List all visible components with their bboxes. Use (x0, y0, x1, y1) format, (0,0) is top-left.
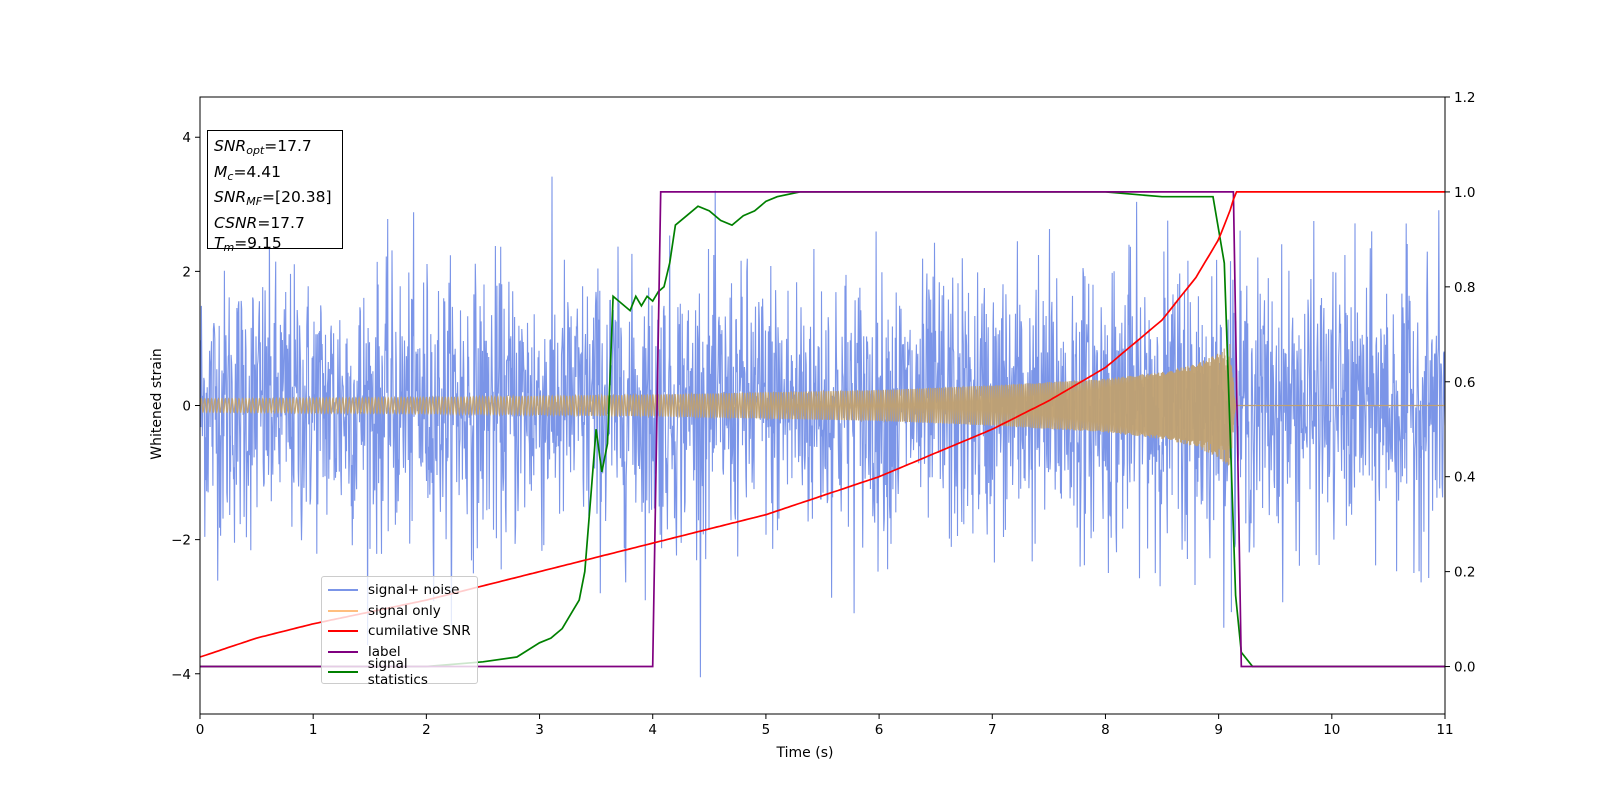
x-tick-label: 5 (762, 722, 771, 738)
legend-entry-cumulative-snr: cumilative SNR (328, 621, 471, 642)
x-tick-label: 9 (1214, 722, 1223, 738)
y-left-tick-label: −4 (171, 667, 191, 683)
x-tick-label: 2 (422, 722, 431, 738)
parameters-annotation-box: SNRopt=17.7 Mc=4.41 SNRMF=[20.38] CSNR=1… (207, 130, 343, 254)
x-tick-label: 10 (1323, 722, 1340, 738)
merger-time-annotation: Tm=9.15 (214, 234, 282, 254)
series-label-line (200, 191, 1445, 668)
x-tick-label: 7 (988, 722, 997, 738)
x-tick-label: 6 (875, 722, 884, 738)
x-axis-ticks: 0 1 2 3 4 5 6 7 8 9 10 11 (196, 714, 1454, 738)
legend-swatch (328, 630, 358, 633)
y-left-tick-label: −2 (171, 533, 191, 549)
x-tick-label: 3 (535, 722, 544, 738)
snr-opt-annotation: SNRopt=17.7 (214, 137, 312, 157)
x-tick-label: 1 (309, 722, 318, 738)
y-axis-left-ticks: −4 −2 0 2 4 (171, 130, 200, 683)
y-right-tick-label: 0.8 (1454, 280, 1475, 296)
x-tick-label: 4 (648, 722, 657, 738)
y-left-tick-label: 2 (182, 264, 191, 280)
legend-entry-signal-noise: signal+ noise (328, 580, 471, 601)
y-right-tick-label: 0.2 (1454, 565, 1475, 581)
series-signal-statistics-line (200, 191, 1445, 668)
y-right-tick-label: 0.0 (1454, 660, 1475, 676)
legend-swatch (328, 650, 358, 653)
y-right-tick-label: 1.0 (1454, 185, 1475, 201)
legend-entry-label: label (328, 642, 471, 663)
legend-swatch (328, 589, 358, 592)
legend-label: signal only (368, 602, 441, 619)
csnr-annotation: CSNR=17.7 (214, 213, 305, 232)
y-right-tick-label: 0.4 (1454, 470, 1475, 486)
legend-swatch (328, 609, 358, 612)
legend-label: cumilative SNR (368, 623, 471, 640)
x-tick-label: 0 (196, 722, 205, 738)
y-axis-right-ticks: 0.0 0.2 0.4 0.6 0.8 1.0 1.2 (1445, 90, 1475, 676)
legend: signal+ noise signal only cumilative SNR… (321, 576, 478, 688)
y-right-tick-label: 1.2 (1454, 90, 1475, 106)
y-right-tick-label: 0.6 (1454, 375, 1475, 391)
legend-label: signal statistics (367, 656, 428, 689)
y-left-tick-label: 0 (182, 399, 191, 415)
legend-entry-signal-only: signal only (328, 601, 471, 622)
y-left-tick-label: 4 (182, 130, 191, 146)
legend-label: label (368, 643, 401, 660)
snr-mf-annotation: SNRMF=[20.38] (214, 188, 332, 208)
legend-swatch (328, 671, 358, 674)
legend-label: signal+ noise (368, 582, 460, 599)
y-axis-label: Whitened strain (149, 348, 165, 459)
x-tick-label: 11 (1436, 722, 1453, 738)
x-axis-label: Time (s) (776, 745, 834, 761)
x-tick-label: 8 (1101, 722, 1110, 738)
legend-entry-signal-statistics: signal statistics (328, 656, 471, 688)
chirp-mass-annotation: Mc=4.41 (214, 162, 281, 183)
